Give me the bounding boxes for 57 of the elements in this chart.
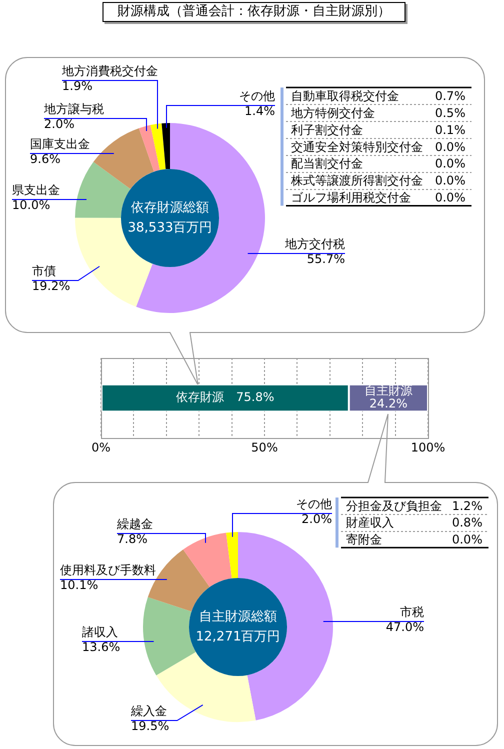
text: 自動車取得税交付金 bbox=[291, 89, 399, 104]
x-tick-label: 100% bbox=[410, 440, 446, 454]
data-label: 24.2% bbox=[369, 396, 408, 411]
text: 寄附金 bbox=[346, 532, 382, 546]
x-tick-label: 0% bbox=[91, 440, 111, 454]
slice-label: 諸収入 bbox=[82, 625, 118, 640]
text: 38,533百万円 bbox=[128, 220, 212, 236]
text: 依存財源 75.8% bbox=[176, 390, 274, 404]
data-label: 13.6% bbox=[82, 640, 120, 654]
data-label: 19.2% bbox=[32, 279, 70, 294]
text: 株式等譲渡所得割交付金 bbox=[290, 174, 423, 188]
data-label: 2.0% bbox=[44, 117, 74, 132]
text: 利子割交付金 bbox=[291, 122, 363, 137]
data-label: 10.0% bbox=[12, 198, 50, 212]
text: 財産収入 bbox=[346, 516, 394, 530]
data-label: 19.5% bbox=[131, 719, 170, 734]
data-label: 2.0% bbox=[302, 512, 332, 526]
series-label: 自主財源 bbox=[364, 384, 412, 398]
data-label: 7.8% bbox=[117, 532, 148, 546]
data-label: 9.6% bbox=[30, 152, 60, 166]
text: 0.8% bbox=[452, 516, 482, 530]
slice-label: 繰入金 bbox=[130, 704, 167, 718]
slice-label: 地方譲与税 bbox=[43, 102, 104, 116]
text: 分担金及び負担金 bbox=[346, 498, 442, 513]
x-tick-label: 50% bbox=[251, 440, 278, 454]
text: 0.1% bbox=[434, 122, 466, 137]
text: 0.0% bbox=[452, 532, 482, 546]
text: 自主財源総額 bbox=[199, 608, 277, 624]
slice-label: 使用料及び手数料 bbox=[60, 563, 156, 578]
text: 地方特例交付金 bbox=[290, 106, 375, 120]
slice-label: 繰越金 bbox=[116, 517, 153, 532]
data-label: 47.0% bbox=[386, 620, 424, 634]
text: 1.2% bbox=[452, 498, 482, 513]
slice-label: 県支出金 bbox=[12, 183, 60, 198]
data-label: 10.1% bbox=[60, 578, 98, 592]
text: 12,271百万円 bbox=[196, 629, 280, 644]
text: ゴルフ場利用税交付金 bbox=[291, 190, 411, 204]
text: 交通安全対策特別交付金 bbox=[291, 140, 423, 154]
slice-label: 市債 bbox=[32, 264, 56, 278]
text: 0.7% bbox=[434, 89, 466, 104]
text: 0.0% bbox=[434, 190, 466, 204]
text: 0.0% bbox=[434, 140, 466, 154]
text: 0.5% bbox=[434, 106, 466, 120]
text: 依存財源総額 bbox=[131, 200, 209, 216]
slice-label: 地方消費税交付金 bbox=[61, 64, 158, 78]
text: 配当割交付金 bbox=[291, 156, 363, 171]
data-label: 1.4% bbox=[244, 104, 275, 118]
data-label: 1.9% bbox=[62, 79, 92, 94]
text: 0.0% bbox=[434, 174, 466, 188]
slice-label: 国庫支出金 bbox=[30, 137, 90, 152]
slice-label: 地方交付税 bbox=[284, 237, 345, 252]
chart-title: 財源構成（普通会計：依存財源・自主財源別） bbox=[102, 2, 406, 22]
slice-label: その他 bbox=[239, 89, 275, 104]
slice-label: その他 bbox=[296, 497, 332, 512]
slice-label: 市税 bbox=[400, 605, 424, 620]
text: 0.0% bbox=[434, 156, 466, 171]
data-label: 55.7% bbox=[306, 252, 345, 266]
